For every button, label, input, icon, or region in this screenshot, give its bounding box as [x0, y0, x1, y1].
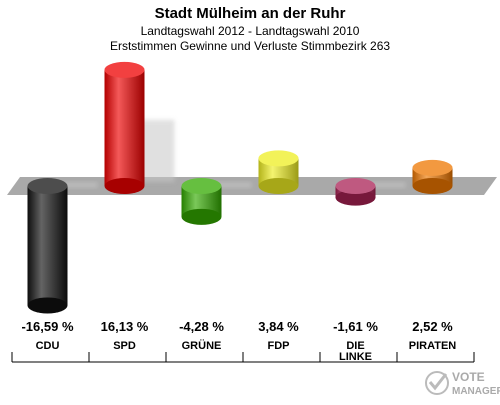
bar-3 [181, 178, 222, 225]
category-label: PIRATEN [409, 340, 457, 352]
bar-2 [104, 61, 145, 194]
chart-subtitle: Landtagswahl 2012 - Landtagswahl 2010 [140, 24, 360, 38]
bar-1 [27, 178, 68, 314]
value-label: -16,59 % [21, 319, 73, 334]
chart-title: Stadt Mülheim an der Ruhr [154, 5, 346, 22]
bar-4 [258, 150, 299, 194]
value-label: 3,84 % [258, 319, 299, 334]
chart-subtitle-2: Erststimmen Gewinne und Verluste Stimmbe… [109, 39, 391, 53]
value-label: -4,28 % [179, 319, 224, 334]
bar-6 [412, 159, 453, 194]
vote-manager-check-icon [425, 371, 449, 395]
watermark-line2: MANAGER [452, 386, 500, 397]
watermark-line1: VOTE [452, 370, 485, 384]
value-label: 16,13 % [101, 319, 149, 334]
value-label: -1,61 % [333, 319, 378, 334]
value-label: 2,52 % [412, 319, 453, 334]
bar-shadow [53, 182, 98, 188]
category-label: SPD [113, 340, 136, 352]
vote-manager-logo: VOTE MANAGER [424, 366, 500, 400]
bar-shadow [361, 182, 406, 188]
category-label: LINKE [339, 351, 372, 363]
category-label: DIE [346, 340, 364, 352]
bar-shadow [207, 182, 252, 188]
bar-5 [335, 178, 376, 206]
category-label: FDP [268, 340, 290, 352]
category-label: CDU [36, 340, 60, 352]
category-label: GRÜNE [182, 339, 222, 352]
